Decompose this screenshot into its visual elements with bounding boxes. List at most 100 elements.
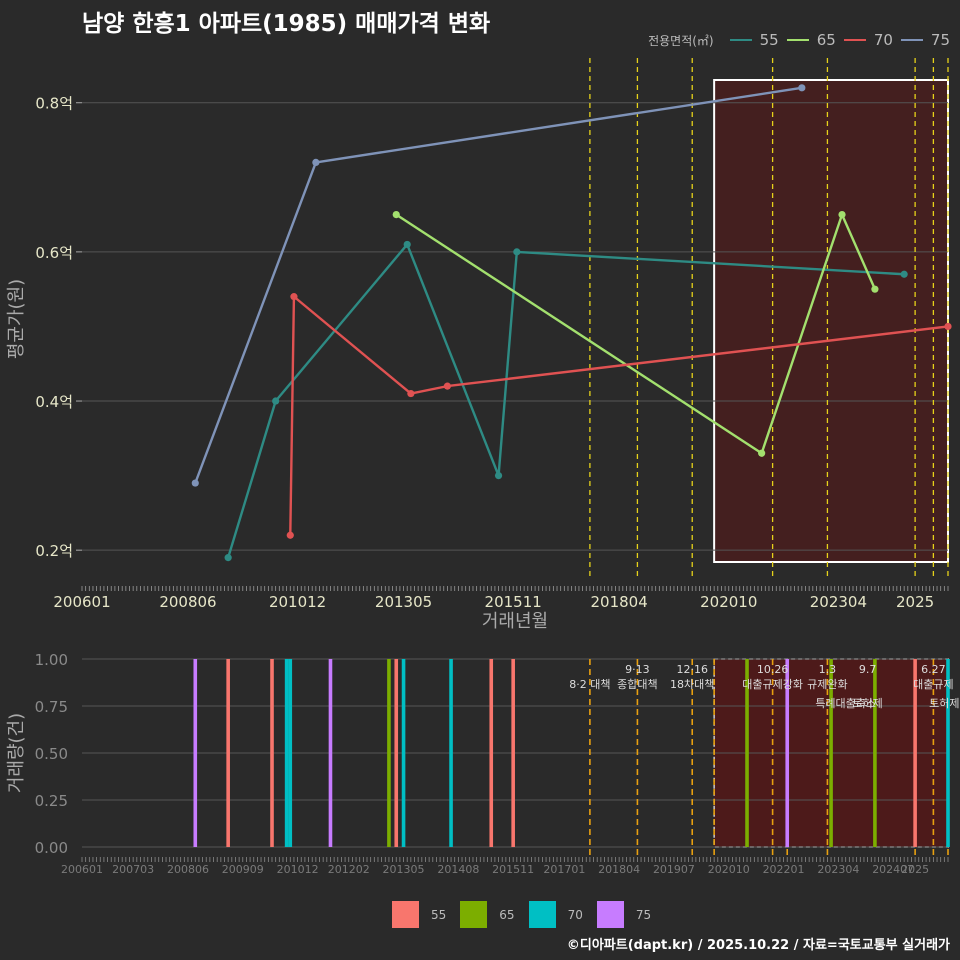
price-legend-item-55: 55 <box>729 31 779 49</box>
volume-y-tick-label: 0.25 <box>35 792 68 810</box>
volume-swatch-55 <box>392 901 419 928</box>
volume-y-axis-title: 거래량(건) <box>6 713 27 793</box>
volume-bar-70 <box>946 659 950 847</box>
price-legend-item-75: 75 <box>900 31 950 49</box>
legend-line-75 <box>900 39 923 41</box>
volume-legend-label-55: 55 <box>431 907 447 922</box>
volume-x-tick-label: 201804 <box>598 863 640 876</box>
policy-event-label: 토허제 <box>929 697 959 710</box>
policy-date-label: 9.7 <box>859 663 877 676</box>
price-point-65 <box>871 285 879 293</box>
volume-x-tick-label: 202201 <box>763 863 805 876</box>
price-x-tick-label: 201511 <box>485 593 542 611</box>
volume-x-tick-label: 202407 <box>872 863 914 876</box>
volume-y-tick-label: 1.00 <box>35 651 68 669</box>
volume-legend-label-65: 65 <box>499 907 515 922</box>
volume-legend-item-70: 70 <box>528 901 583 928</box>
volume-legend-label-70: 70 <box>567 907 583 922</box>
price-x-tick-label: 201012 <box>269 593 326 611</box>
price-legend-label-65: 65 <box>816 31 836 49</box>
volume-x-tick-label: 201408 <box>437 863 479 876</box>
price-x-axis-title: 거래년월 <box>482 611 548 632</box>
price-x-tick-label: 201804 <box>591 593 648 611</box>
volume-bar-75 <box>785 659 790 847</box>
legend-line-55 <box>729 39 752 41</box>
volume-bar-65 <box>387 659 391 847</box>
volume-x-tick-label: 2025 <box>901 863 929 876</box>
volume-bar-55 <box>394 659 399 847</box>
price-point-55 <box>513 248 521 256</box>
volume-bar-70 <box>288 659 293 847</box>
price-y-tick-label: 0.2억 <box>35 542 73 560</box>
policy-date-label: 10.26 <box>757 663 789 676</box>
policy-event-label: 종합대책 <box>617 678 657 691</box>
price-x-tick-label: 2025 <box>896 593 934 611</box>
price-x-tick-label: 200601 <box>53 593 110 611</box>
volume-y-tick-label: 0.00 <box>35 839 68 857</box>
volume-legend-item-65: 65 <box>460 901 515 928</box>
volume-bar-65 <box>829 659 833 847</box>
price-point-70 <box>944 322 952 331</box>
policy-event-label: 규제완화 <box>807 678 847 691</box>
price-point-55 <box>403 240 411 249</box>
volume-x-tick-label: 200601 <box>61 863 103 876</box>
price-y-tick-label: 0.8억 <box>35 95 73 113</box>
volume-legend: 55 65 70 75 <box>392 901 665 928</box>
policy-event-label: 18차대책 <box>670 678 714 691</box>
policy-event-label: 대출규제강화 <box>742 678 803 691</box>
price-legend-item-65: 65 <box>786 31 836 49</box>
price-point-75 <box>798 84 806 92</box>
volume-bar-55 <box>913 659 917 847</box>
policy-date-label: 9·13 <box>625 663 650 676</box>
volume-x-tick-label: 201907 <box>653 863 695 876</box>
price-legend: 전용면적(㎡) 55 65 70 75 <box>648 31 950 49</box>
volume-bar-70 <box>449 659 453 847</box>
volume-x-tick-label: 202010 <box>708 863 750 876</box>
volume-x-tick-label: 201511 <box>492 863 534 876</box>
policy-date-label: 6.27 <box>921 663 946 676</box>
volume-swatch-75 <box>596 901 624 928</box>
price-legend-title: 전용면적(㎡) <box>648 33 714 48</box>
volume-y-tick-label: 0.75 <box>35 698 68 716</box>
volume-x-tick-label: 200909 <box>222 863 264 876</box>
price-legend-item-70: 70 <box>843 31 893 49</box>
volume-bar-70 <box>401 659 406 847</box>
price-point-75 <box>191 479 199 487</box>
price-point-70 <box>443 382 452 390</box>
price-x-tick-label: 200806 <box>159 593 216 611</box>
price-y-tick-label: 0.4억 <box>35 393 73 411</box>
volume-legend-item-55: 55 <box>392 901 446 928</box>
chart-title: 남양 한흥1 아파트(1985) 매매가격 변화 <box>82 11 491 37</box>
volume-bar-55 <box>270 659 274 847</box>
volume-legend-item-75: 75 <box>596 901 651 928</box>
volume-bar-65 <box>745 659 749 847</box>
price-point-55 <box>224 554 232 562</box>
price-series-line-75 <box>194 86 803 484</box>
price-point-65 <box>758 449 766 457</box>
volume-bar-55 <box>226 659 230 847</box>
price-y-axis-title: 평균가(원) <box>6 279 27 359</box>
price-x-tick-label: 202010 <box>700 593 757 611</box>
price-point-55 <box>494 472 503 480</box>
price-series-line-65 <box>395 213 877 455</box>
volume-bar-75 <box>328 659 333 847</box>
volume-x-tick-label: 202304 <box>817 863 859 876</box>
price-y-tick-label: 0.6억 <box>35 244 73 262</box>
price-legend-label-70: 70 <box>873 31 893 49</box>
price-point-70 <box>286 531 294 539</box>
policy-event-label: 토허제 <box>852 697 882 710</box>
price-point-75 <box>312 158 320 166</box>
price-x-tick-label: 201305 <box>375 593 432 611</box>
price-point-55 <box>272 397 280 405</box>
price-x-tick-label: 202304 <box>810 593 867 611</box>
volume-bar-55 <box>489 659 494 847</box>
source-caption: ©디아파트(dapt.kr) / 2025.10.22 / 자료=국토교통부 실… <box>566 938 950 953</box>
policy-event-label: 8·2 대책 <box>569 678 610 691</box>
price-legend-label-55: 55 <box>759 31 779 49</box>
volume-swatch-65 <box>460 901 488 928</box>
volume-bar-65 <box>873 659 877 847</box>
volume-bar-75 <box>193 659 198 847</box>
price-legend-label-75: 75 <box>930 31 950 49</box>
price-series-line-55 <box>227 243 905 558</box>
volume-x-tick-label: 201202 <box>328 863 370 876</box>
